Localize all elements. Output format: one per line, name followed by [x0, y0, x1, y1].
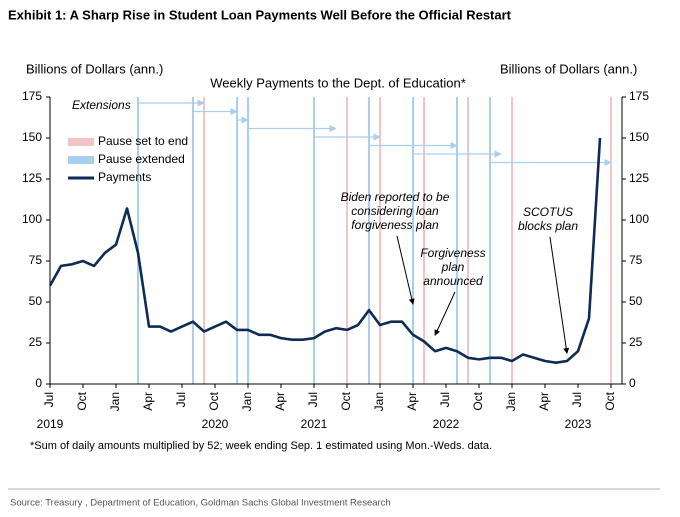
- x-tick-label: Oct: [207, 391, 221, 410]
- y-tick-label: 100: [22, 212, 42, 226]
- legend-label: Pause set to end: [98, 134, 188, 148]
- footnote: *Sum of daily amounts multiplied by 52; …: [30, 440, 492, 452]
- annotation-arrow: [396, 235, 415, 305]
- x-tick-label: Oct: [75, 391, 89, 410]
- annotation: Forgiveness: [420, 246, 485, 260]
- y2-tick-label: 25: [629, 335, 643, 349]
- y-tick-label: 75: [29, 253, 43, 267]
- y-tick-label: 125: [22, 171, 42, 185]
- annotation: announced: [423, 274, 483, 288]
- annotation: blocks plan: [518, 219, 578, 233]
- x-tick-label: Jul: [306, 392, 320, 407]
- y-tick-label: 175: [22, 89, 42, 103]
- legend-label: Payments: [98, 170, 151, 184]
- year-label: 2021: [301, 417, 328, 431]
- x-tick-label: Apr: [273, 392, 287, 411]
- annotation-arrow: [549, 236, 570, 354]
- payments-line: [48, 137, 602, 364]
- legend-swatch: [68, 156, 94, 164]
- x-tick-label: Oct: [471, 391, 485, 410]
- x-tick-label: Jul: [174, 392, 188, 407]
- y2-tick-label: 0: [629, 376, 636, 390]
- y-tick-label: 0: [35, 376, 42, 390]
- annotation: plan: [441, 260, 465, 274]
- year-label: 2023: [565, 417, 592, 431]
- x-tick-label: Jul: [438, 392, 452, 407]
- x-tick-label: Jan: [504, 392, 518, 411]
- y2-axis-label: Billions of Dollars (ann.): [500, 61, 637, 76]
- x-tick-label: Apr: [141, 392, 155, 411]
- legend-swatch: [68, 138, 94, 146]
- year-label: 2020: [202, 417, 229, 431]
- y2-tick-label: 175: [629, 89, 649, 103]
- x-tick-label: Oct: [339, 391, 353, 410]
- x-tick-label: Jul: [570, 392, 584, 407]
- annotation: SCOTUS: [523, 205, 573, 219]
- chart-title: Weekly Payments to the Dept. of Educatio…: [210, 75, 466, 90]
- x-tick-label: Apr: [405, 392, 419, 411]
- y2-tick-label: 50: [629, 294, 643, 308]
- annotation: considering loan: [351, 204, 439, 218]
- x-tick-label: Jan: [108, 392, 122, 411]
- y2-tick-label: 75: [629, 253, 643, 267]
- y2-tick-label: 125: [629, 171, 649, 185]
- y-axis-label: Billions of Dollars (ann.): [26, 61, 163, 76]
- x-tick-label: Jan: [372, 392, 386, 411]
- x-tick-label: Apr: [537, 392, 551, 411]
- y-tick-label: 25: [29, 335, 43, 349]
- y2-tick-label: 150: [629, 130, 649, 144]
- y2-tick-label: 100: [629, 212, 649, 226]
- x-tick-label: Oct: [603, 391, 617, 410]
- year-label: 2022: [433, 417, 460, 431]
- source: Source: Treasury , Department of Educati…: [10, 498, 391, 509]
- y-tick-label: 150: [22, 130, 42, 144]
- x-tick-label: Jul: [42, 392, 56, 407]
- x-tick-label: Jan: [240, 392, 254, 411]
- annotation-arrow: [434, 291, 456, 336]
- annotation: forgiveness plan: [351, 218, 439, 232]
- header: Exhibit 1: A Sharp Rise in Student Loan …: [8, 7, 512, 22]
- legend-label: Pause extended: [98, 152, 185, 166]
- year-label: 2019: [37, 417, 64, 431]
- y-tick-label: 50: [29, 294, 43, 308]
- annotation: Biden reported to be: [341, 190, 450, 204]
- extensions-label: Extensions: [72, 98, 131, 112]
